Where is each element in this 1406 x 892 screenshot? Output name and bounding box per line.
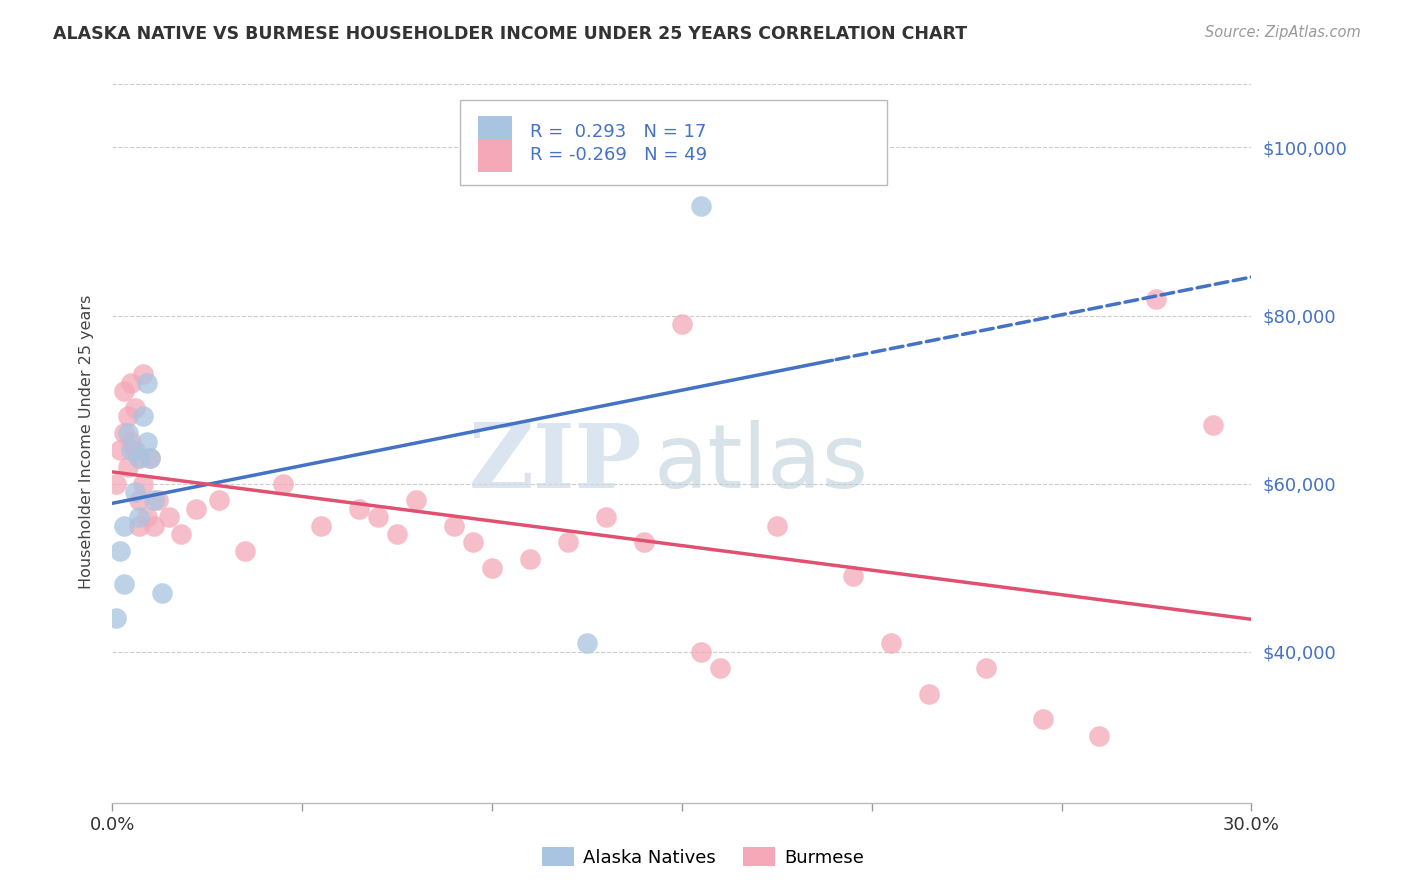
Point [385, 527, 409, 541]
Point [208, 493, 231, 508]
Point [128, 510, 150, 524]
Point [117, 426, 139, 441]
Point [159, 510, 180, 524]
Point [709, 661, 731, 675]
Point [135, 434, 157, 449]
Point [112, 518, 135, 533]
Point [443, 518, 465, 533]
Point [1032, 712, 1054, 726]
Text: Source: ZipAtlas.com: Source: ZipAtlas.com [1205, 25, 1361, 40]
Point [135, 376, 157, 390]
Point [519, 552, 541, 566]
Point [367, 510, 389, 524]
Point [405, 493, 427, 508]
Point [124, 485, 146, 500]
Point [105, 611, 128, 625]
Legend: Alaska Natives, Burmese: Alaska Natives, Burmese [534, 840, 872, 874]
Point [112, 577, 135, 591]
Point [576, 636, 599, 650]
Point [132, 368, 155, 382]
Point [309, 518, 333, 533]
Point [974, 661, 997, 675]
Point [271, 476, 295, 491]
Point [108, 442, 131, 457]
Y-axis label: Householder Income Under 25 years: Householder Income Under 25 years [79, 294, 94, 589]
Point [139, 451, 162, 466]
Point [124, 401, 146, 415]
Point [128, 451, 150, 466]
Point [633, 535, 655, 549]
Point [595, 510, 617, 524]
Bar [478, 139, 512, 172]
Point [184, 501, 207, 516]
Point [112, 426, 135, 441]
Point [139, 451, 162, 466]
Point [135, 510, 157, 524]
Point [1088, 729, 1111, 743]
Point [170, 527, 193, 541]
Text: ZIP: ZIP [468, 420, 643, 507]
Text: atlas: atlas [654, 420, 869, 507]
Point [1202, 417, 1225, 432]
Bar [460, 100, 887, 185]
Point [112, 384, 135, 398]
Point [841, 569, 863, 583]
Point [880, 636, 903, 650]
Point [481, 560, 503, 574]
Point [146, 493, 169, 508]
Point [461, 535, 484, 549]
Point [143, 493, 166, 508]
Point [132, 476, 155, 491]
Point [121, 376, 143, 390]
Text: R =  0.293   N = 17: R = 0.293 N = 17 [530, 123, 707, 141]
Point [1144, 292, 1167, 306]
Point [128, 493, 150, 508]
Text: ALASKA NATIVE VS BURMESE HOUSEHOLDER INCOME UNDER 25 YEARS CORRELATION CHART: ALASKA NATIVE VS BURMESE HOUSEHOLDER INC… [53, 25, 967, 43]
Point [132, 409, 155, 424]
Point [349, 501, 371, 516]
Point [918, 687, 941, 701]
Point [117, 409, 139, 424]
Point [124, 442, 146, 457]
Point [557, 535, 579, 549]
Point [117, 459, 139, 474]
Point [235, 543, 257, 558]
Point [689, 644, 711, 658]
Point [671, 317, 693, 331]
Point [128, 518, 150, 533]
Bar [478, 116, 512, 149]
Point [765, 518, 787, 533]
Point [121, 434, 143, 449]
Point [108, 543, 131, 558]
Point [143, 518, 166, 533]
Point [689, 199, 711, 213]
Point [150, 586, 173, 600]
Text: R = -0.269   N = 49: R = -0.269 N = 49 [530, 146, 707, 164]
Point [105, 476, 128, 491]
Point [121, 442, 143, 457]
Point [128, 451, 150, 466]
